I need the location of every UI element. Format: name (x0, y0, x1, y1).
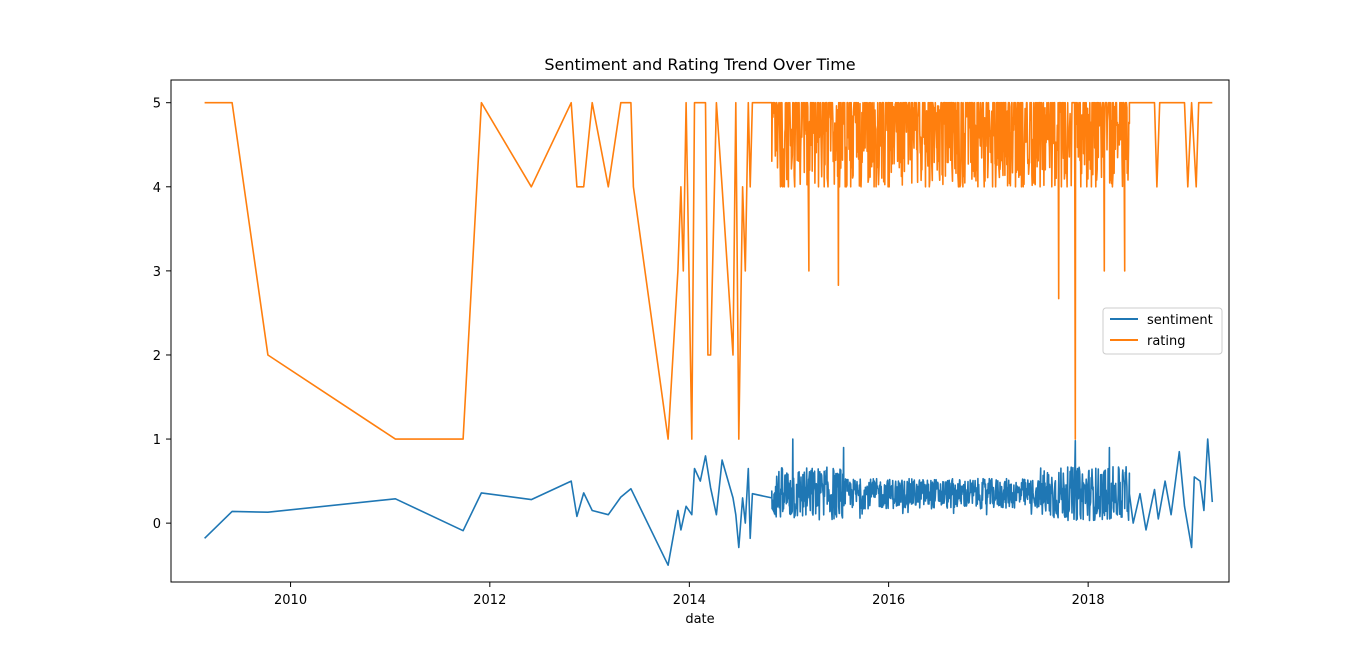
series-line-rating (204, 101, 1213, 440)
plot-area (204, 101, 1214, 566)
legend: sentiment rating (1102, 307, 1223, 355)
y-tick-label: 0 (153, 517, 161, 532)
plot-frame (170, 79, 1230, 583)
x-axis: 2010 2012 2014 2016 2018 (274, 582, 1105, 608)
y-tick-label: 1 (153, 433, 161, 448)
x-tick-label: 2016 (872, 593, 905, 608)
x-tick-label: 2014 (673, 593, 706, 608)
y-tick-label: 3 (153, 265, 161, 280)
y-tick-label: 4 (153, 181, 161, 196)
x-tick-label: 2010 (274, 593, 307, 608)
x-tick-label: 2012 (473, 593, 506, 608)
x-axis-label: date (685, 612, 714, 627)
y-axis: 0 1 2 3 4 5 (153, 97, 171, 532)
legend-label-rating: rating (1147, 334, 1186, 349)
series-line-sentiment (204, 438, 1214, 566)
legend-label-sentiment: sentiment (1147, 313, 1213, 328)
y-tick-label: 5 (153, 97, 161, 112)
y-tick-label: 2 (153, 349, 161, 364)
x-tick-label: 2018 (1072, 593, 1105, 608)
chart-title: Sentiment and Rating Trend Over Time (544, 55, 855, 74)
